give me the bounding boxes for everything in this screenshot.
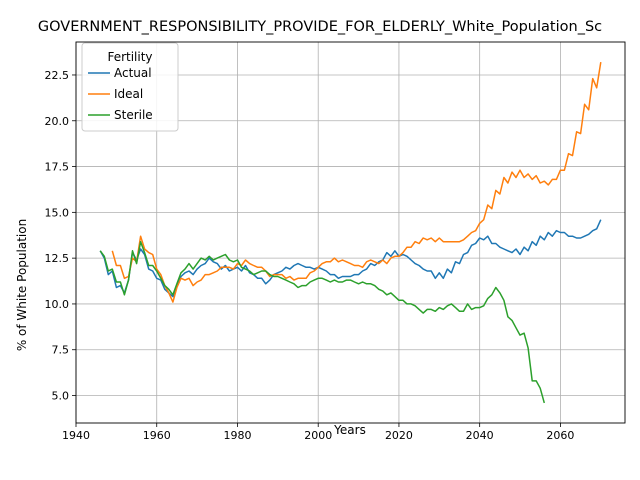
y-tick-label: 22.5 <box>45 69 70 82</box>
y-tick-label: 10.0 <box>45 298 70 311</box>
x-tick-label: 2040 <box>466 429 494 442</box>
x-tick-label: 1940 <box>62 429 90 442</box>
legend-label-ideal: Ideal <box>114 87 143 101</box>
x-tick-label: 2020 <box>385 429 413 442</box>
y-tick-label: 15.0 <box>45 206 70 219</box>
chart-title: GOVERNMENT_RESPONSIBILITY_PROVIDE_FOR_EL… <box>38 19 602 35</box>
legend-box <box>81 42 179 132</box>
x-tick-label: 2000 <box>304 429 332 442</box>
series-line-ideal <box>111 61 602 303</box>
y-tick-label: 7.5 <box>52 344 70 357</box>
y-axis-label: % of White Population <box>15 219 29 351</box>
y-tick-label: 17.5 <box>45 161 70 174</box>
y-tick-label: 5.0 <box>52 390 70 403</box>
axis-ticks: 1940 1960 1980 2000 2020 2040 2060 5.0 7.5 10.0 12… <box>45 69 575 442</box>
series-line-sterile <box>99 240 546 404</box>
axes-frame <box>75 41 626 424</box>
series-line-actual <box>99 219 602 298</box>
y-tick-label: 20.0 <box>45 115 70 128</box>
x-tick-label: 2060 <box>546 429 574 442</box>
x-tick-label: 1980 <box>223 429 251 442</box>
legend: Fertility Actual Ideal Sterile <box>81 42 179 132</box>
x-axis-label: Years <box>333 423 366 437</box>
legend-title: Fertility <box>107 50 152 64</box>
x-tick-label: 1960 <box>143 429 171 442</box>
y-tick-label: 12.5 <box>45 252 70 265</box>
legend-label-sterile: Sterile <box>114 108 153 122</box>
grid <box>75 42 625 423</box>
legend-items: Actual Ideal Sterile <box>88 66 153 122</box>
legend-label-actual: Actual <box>114 66 152 80</box>
plot-series <box>99 61 602 404</box>
